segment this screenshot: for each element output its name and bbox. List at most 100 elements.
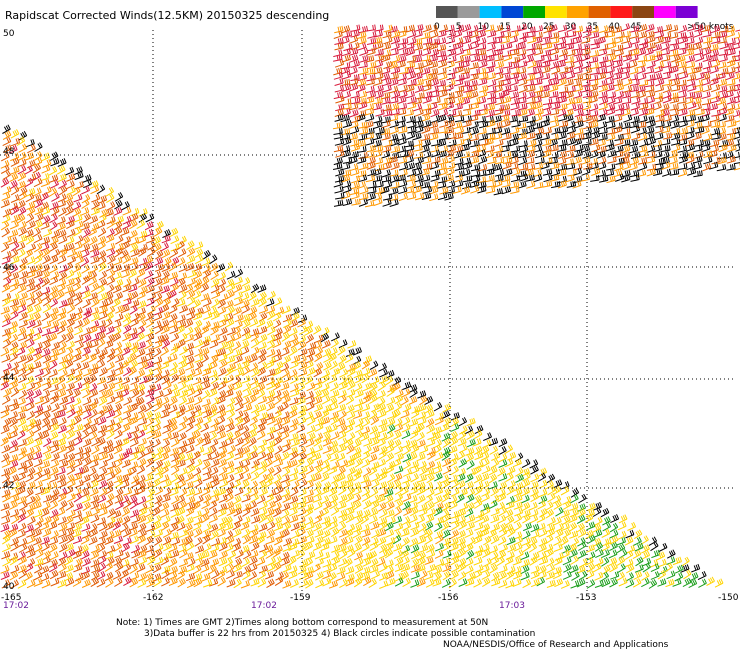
wind-barb xyxy=(331,474,340,484)
wind-barb xyxy=(419,395,428,406)
wind-barb xyxy=(99,208,109,218)
wind-barb xyxy=(446,162,456,170)
wind-barb xyxy=(170,503,180,512)
wind-barb xyxy=(72,186,81,197)
wind-barb xyxy=(498,481,508,491)
wind-barb xyxy=(66,548,76,559)
wind-barb xyxy=(371,529,380,539)
wind-barb xyxy=(88,227,98,237)
wind-barb xyxy=(113,264,123,273)
wind-barb xyxy=(621,151,631,160)
wind-barb xyxy=(240,425,250,435)
wind-barb xyxy=(145,235,155,244)
wind-barb xyxy=(152,478,161,489)
wind-barb xyxy=(48,562,58,573)
wind-barb xyxy=(662,114,672,123)
wind-barb xyxy=(74,334,84,343)
wind-barb xyxy=(530,492,539,503)
wind-barb xyxy=(40,172,50,182)
wind-barb xyxy=(258,348,267,358)
wind-barb xyxy=(419,466,428,476)
wind-barb xyxy=(129,212,139,223)
wind-barb xyxy=(677,91,687,99)
wind-barb xyxy=(121,515,131,526)
wind-barb xyxy=(363,552,373,561)
wind-barb xyxy=(26,503,36,512)
wind-barb xyxy=(370,415,380,426)
wind-barb xyxy=(274,445,283,456)
wind-barb xyxy=(461,36,472,45)
wind-barb xyxy=(306,348,316,358)
wind-barb xyxy=(33,376,43,385)
wind-barb xyxy=(539,556,549,566)
wind-barb xyxy=(398,192,408,202)
wind-barb xyxy=(518,115,529,123)
wind-barb xyxy=(17,513,27,524)
wind-barb xyxy=(144,270,154,280)
wind-barb xyxy=(615,173,625,182)
wind-barb xyxy=(453,121,463,130)
wind-barb xyxy=(160,276,170,286)
wind-barb xyxy=(40,396,50,406)
wind-barb xyxy=(328,535,338,545)
wind-barb xyxy=(56,466,66,476)
wind-barb xyxy=(734,96,740,104)
wind-barb xyxy=(344,528,354,539)
wind-barb xyxy=(65,236,75,245)
wind-barb xyxy=(478,120,489,129)
wind-barb xyxy=(57,311,67,322)
wind-barb xyxy=(450,417,460,427)
wind-barb xyxy=(701,143,711,153)
wind-barb xyxy=(457,562,467,573)
wind-barb xyxy=(334,114,344,122)
wind-barb xyxy=(289,360,299,370)
wind-barb xyxy=(81,317,91,328)
wind-barb xyxy=(224,557,233,568)
wind-barb xyxy=(82,557,91,567)
wind-barb xyxy=(365,78,375,86)
wind-barb xyxy=(122,297,132,307)
wind-barb xyxy=(456,480,466,490)
wind-barb xyxy=(382,193,393,201)
wind-barb xyxy=(379,580,389,589)
wind-barb xyxy=(566,145,576,153)
wind-barb xyxy=(80,488,90,498)
wind-barb xyxy=(280,474,290,483)
wind-barb xyxy=(433,465,443,475)
wind-barb xyxy=(43,437,52,448)
wind-barb xyxy=(49,439,59,449)
wind-barb xyxy=(49,276,59,286)
wind-barb xyxy=(65,501,75,511)
wind-barb xyxy=(96,184,106,195)
wind-barb xyxy=(242,549,252,560)
wind-barb xyxy=(248,311,257,322)
wind-barb xyxy=(582,91,593,98)
wind-barb xyxy=(248,354,258,363)
wind-barb xyxy=(394,465,404,474)
wind-barb xyxy=(378,502,387,512)
wind-barb xyxy=(161,311,171,321)
wind-barb xyxy=(209,339,219,349)
wind-barb xyxy=(454,163,465,171)
wind-barb xyxy=(224,312,234,322)
wind-barb xyxy=(555,522,565,533)
wind-barb xyxy=(363,445,372,455)
wind-barb xyxy=(589,31,600,39)
wind-barb xyxy=(364,55,375,63)
wind-barb xyxy=(288,570,298,580)
wind-barb xyxy=(241,437,251,448)
wind-barb xyxy=(630,36,640,45)
wind-barb xyxy=(385,509,395,518)
wind-barb xyxy=(176,338,186,349)
wind-barb xyxy=(481,465,491,475)
wind-barb xyxy=(428,54,438,63)
wind-barb xyxy=(202,466,212,476)
wind-barb xyxy=(202,472,212,482)
wind-barb xyxy=(171,411,181,420)
wind-barb xyxy=(217,271,226,281)
wind-barb xyxy=(192,376,202,386)
wind-barb xyxy=(186,247,196,258)
wind-barb xyxy=(486,127,496,135)
wind-barb xyxy=(226,334,236,344)
